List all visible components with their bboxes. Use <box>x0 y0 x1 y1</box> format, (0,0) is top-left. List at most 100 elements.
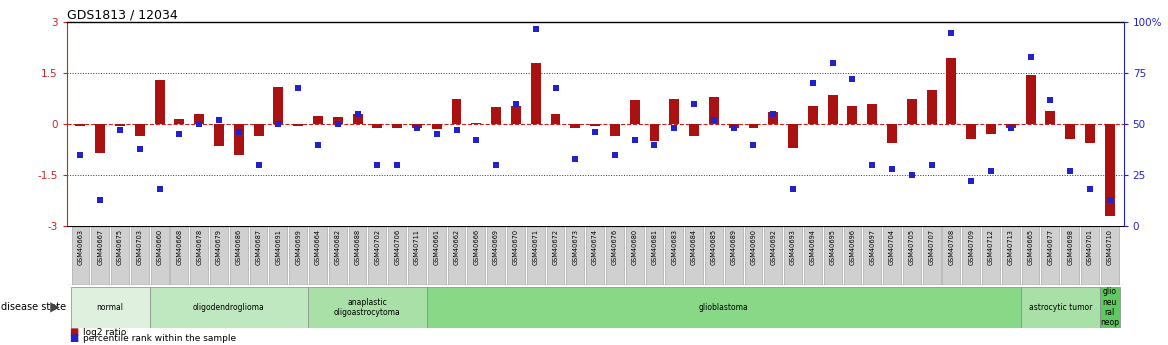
Text: GSM40710: GSM40710 <box>1107 229 1113 265</box>
Text: GSM40673: GSM40673 <box>572 229 578 265</box>
Point <box>269 121 287 127</box>
Text: GSM40712: GSM40712 <box>988 229 994 265</box>
Bar <box>590 124 600 126</box>
Text: GSM40707: GSM40707 <box>929 229 934 265</box>
FancyBboxPatch shape <box>447 226 465 285</box>
FancyBboxPatch shape <box>606 226 624 285</box>
Text: GSM40671: GSM40671 <box>533 229 538 265</box>
Text: GSM40702: GSM40702 <box>375 229 381 265</box>
Text: glio
neu
ral
neop: glio neu ral neop <box>1100 287 1119 327</box>
Bar <box>116 124 125 126</box>
Point <box>427 131 446 137</box>
Text: GSM40670: GSM40670 <box>513 229 519 265</box>
Text: GSM40694: GSM40694 <box>809 229 815 265</box>
Point <box>863 162 882 168</box>
Point <box>605 152 624 157</box>
FancyBboxPatch shape <box>784 226 802 285</box>
Point <box>328 121 347 127</box>
FancyBboxPatch shape <box>270 226 287 285</box>
Text: anaplastic
oligoastrocytoma: anaplastic oligoastrocytoma <box>334 298 401 317</box>
Point <box>1041 97 1059 102</box>
FancyBboxPatch shape <box>426 287 1021 328</box>
Text: GDS1813 / 12034: GDS1813 / 12034 <box>67 9 178 22</box>
Bar <box>1026 75 1036 124</box>
Text: GSM40684: GSM40684 <box>691 229 697 265</box>
FancyBboxPatch shape <box>151 226 168 285</box>
Text: GSM40708: GSM40708 <box>948 229 954 265</box>
FancyBboxPatch shape <box>91 226 109 285</box>
FancyBboxPatch shape <box>388 226 406 285</box>
Bar <box>530 63 541 124</box>
Point <box>923 162 941 168</box>
FancyBboxPatch shape <box>982 226 1000 285</box>
Point <box>447 128 466 133</box>
FancyBboxPatch shape <box>705 226 723 285</box>
Bar <box>926 90 937 124</box>
Text: GSM40661: GSM40661 <box>433 229 439 265</box>
Point <box>111 128 130 133</box>
Point <box>804 81 822 86</box>
Point <box>229 130 248 135</box>
Text: GSM40695: GSM40695 <box>829 229 835 265</box>
Bar <box>492 107 501 124</box>
FancyBboxPatch shape <box>883 226 901 285</box>
FancyBboxPatch shape <box>131 226 148 285</box>
Bar <box>313 116 322 124</box>
Point <box>249 162 267 168</box>
FancyBboxPatch shape <box>666 226 683 285</box>
FancyBboxPatch shape <box>408 226 426 285</box>
FancyBboxPatch shape <box>1002 226 1020 285</box>
Bar <box>76 124 85 126</box>
Point <box>724 126 743 131</box>
FancyBboxPatch shape <box>190 226 208 285</box>
Point <box>764 111 783 117</box>
Bar <box>649 124 660 141</box>
Bar <box>808 106 818 124</box>
FancyBboxPatch shape <box>71 226 89 285</box>
Bar <box>253 124 264 136</box>
FancyBboxPatch shape <box>725 226 743 285</box>
Point <box>943 30 961 35</box>
Bar <box>828 95 837 124</box>
Bar <box>234 124 244 155</box>
Bar <box>788 124 798 148</box>
FancyBboxPatch shape <box>290 226 307 285</box>
Text: GSM40677: GSM40677 <box>1048 229 1054 265</box>
Point <box>288 85 307 90</box>
FancyBboxPatch shape <box>626 226 644 285</box>
FancyBboxPatch shape <box>646 226 663 285</box>
FancyBboxPatch shape <box>566 226 584 285</box>
FancyBboxPatch shape <box>923 226 940 285</box>
Bar <box>887 124 897 143</box>
Point <box>704 117 723 123</box>
Point <box>903 172 922 178</box>
Text: GSM40703: GSM40703 <box>137 229 142 265</box>
Point <box>585 130 605 135</box>
Point <box>823 60 842 66</box>
FancyBboxPatch shape <box>823 226 841 285</box>
Point <box>566 156 585 161</box>
Text: GSM40698: GSM40698 <box>1068 229 1073 265</box>
Text: GSM40660: GSM40660 <box>157 229 162 265</box>
Point <box>645 142 663 147</box>
Bar <box>134 124 145 136</box>
Text: GSM40705: GSM40705 <box>909 229 915 265</box>
Text: ■: ■ <box>69 333 78 343</box>
Bar <box>1006 124 1016 128</box>
Text: GSM40676: GSM40676 <box>612 229 618 265</box>
FancyBboxPatch shape <box>1042 226 1059 285</box>
Point <box>151 187 169 192</box>
Point <box>665 126 683 131</box>
Bar <box>669 99 680 124</box>
Bar <box>174 119 185 124</box>
Text: GSM40674: GSM40674 <box>592 229 598 265</box>
Bar <box>709 97 718 124</box>
Bar <box>452 99 461 124</box>
Point <box>408 126 426 131</box>
Text: GSM40696: GSM40696 <box>849 229 855 265</box>
Point <box>388 162 406 168</box>
Text: GSM40664: GSM40664 <box>315 229 321 265</box>
Text: percentile rank within the sample: percentile rank within the sample <box>83 334 236 343</box>
Bar <box>966 124 976 139</box>
Text: GSM40683: GSM40683 <box>672 229 677 265</box>
